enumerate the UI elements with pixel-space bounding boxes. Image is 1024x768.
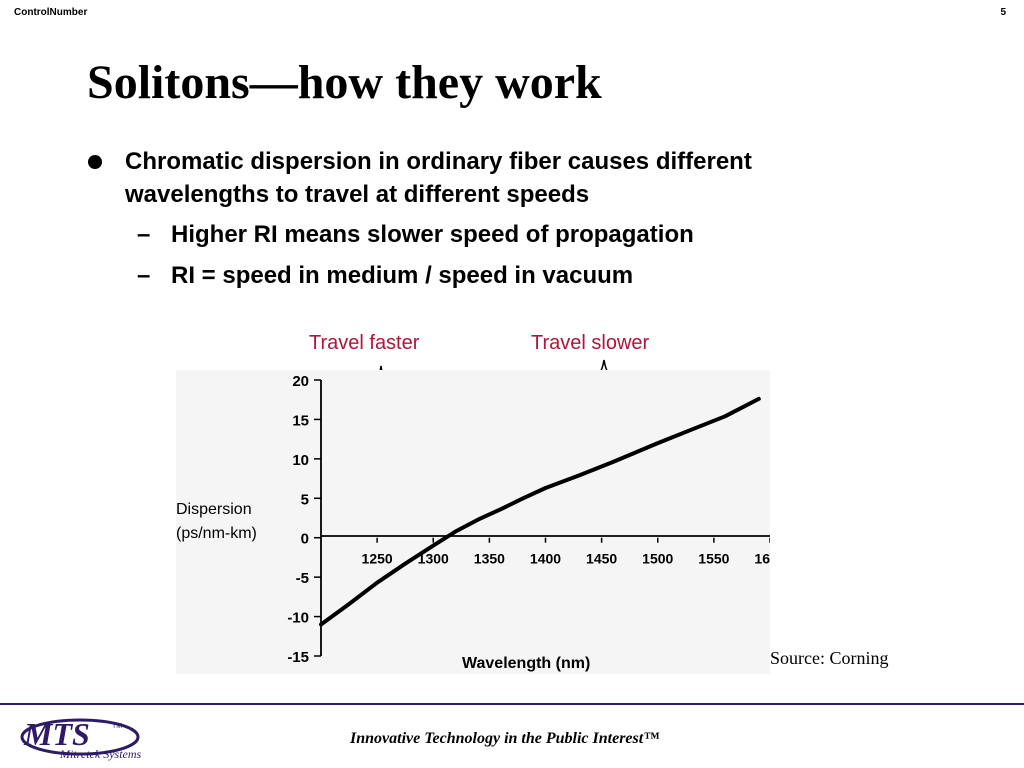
y-tick-label: 10 [292, 452, 309, 469]
footer-tagline: Innovative Technology in the Public Inte… [350, 730, 660, 747]
y-tick-label: -5 [296, 570, 309, 587]
y-tick-label: 0 [301, 531, 309, 548]
y-tick-label: -10 [287, 610, 309, 627]
y-tick-label: 20 [292, 373, 309, 390]
logo-swoosh-icon [20, 718, 140, 756]
y-axis-label-line1: Dispersion [176, 501, 252, 518]
sub-bullet-item: – Higher RI means slower speed of propaga… [137, 220, 694, 250]
bullet-dot-icon [88, 155, 102, 169]
x-tick-label: 1450 [586, 551, 617, 567]
slide-title: Solitons—how they work [87, 56, 602, 109]
chart-panel: 20 15 10 5 0 -5 -10 -15 1250 1300 1350 1400 1450 150… [176, 370, 770, 674]
control-number: ControlNumber [14, 7, 88, 18]
brace-annotations [325, 359, 761, 393]
x-tick-label: 1250 [362, 551, 393, 567]
y-tick-label: -15 [287, 649, 309, 666]
x-tick-label: 1300 [418, 551, 449, 567]
footer-divider [0, 703, 1024, 705]
source-credit: Source: Corning [770, 648, 889, 668]
bullet-text: Chromatic dispersion in ordinary fiber c… [125, 148, 752, 208]
logo-mts-text: MTS [23, 716, 90, 752]
dash-icon: – [137, 262, 151, 289]
sub-bullet-text: Higher RI means slower speed of propagat… [171, 221, 694, 248]
x-tick-label: 1600 [754, 551, 770, 567]
logo-subtitle: Mitretek Systems [59, 747, 142, 761]
mts-logo: MTS TM Mitretek Systems [20, 716, 142, 761]
y-tick-label: 15 [292, 412, 309, 429]
bullet-item: Chromatic dispersion in ordinary fiber c… [88, 145, 888, 211]
x-tick-label: 1350 [474, 551, 505, 567]
travel-faster-label: Travel faster [309, 332, 420, 354]
dispersion-chart: 20 15 10 5 0 -5 -10 -15 1250 1300 1350 1400 1450 150… [176, 373, 770, 672]
logo-tm-text: TM [112, 723, 122, 730]
page-number: 5 [1000, 7, 1006, 18]
y-tick-label: 5 [301, 491, 309, 508]
dash-icon: – [137, 221, 151, 248]
x-tick-label: 1500 [642, 551, 673, 567]
dispersion-curve [319, 396, 761, 627]
travel-slower-label: Travel slower [531, 332, 650, 354]
x-axis-label: Wavelength (nm) [462, 655, 590, 672]
x-tick-label: 1400 [530, 551, 561, 567]
sub-bullet-item: – RI = speed in medium / speed in vacuum [137, 261, 633, 291]
x-tick-label: 1550 [698, 551, 729, 567]
y-axis-label-line2: (ps/nm-km) [176, 525, 257, 542]
sub-bullet-text: RI = speed in medium / speed in vacuum [171, 262, 634, 289]
